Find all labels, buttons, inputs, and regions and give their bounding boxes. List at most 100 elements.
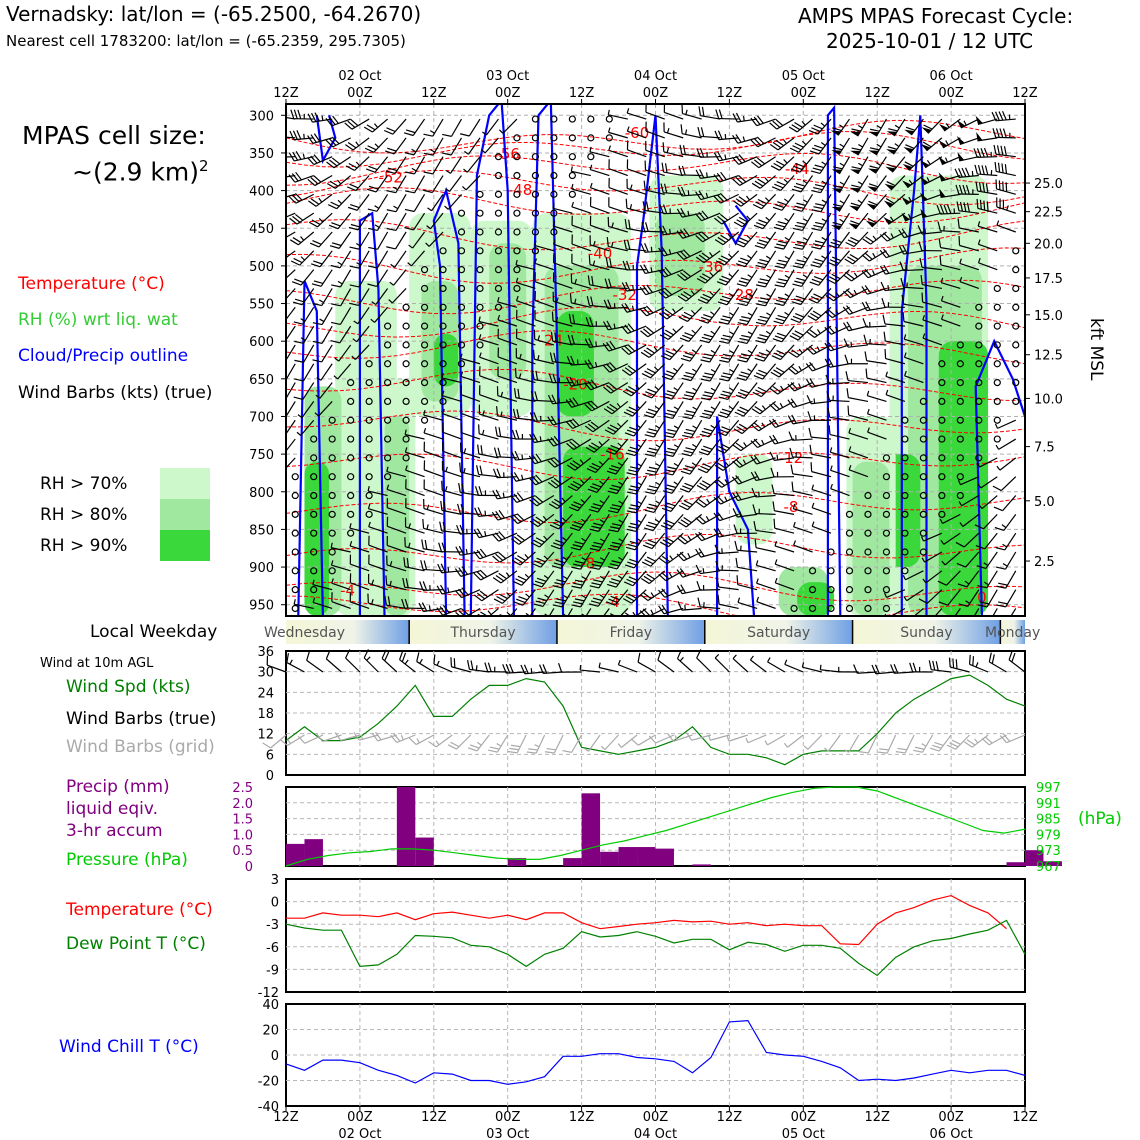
barb-flag <box>755 264 766 269</box>
barb-flag <box>371 732 379 742</box>
sfc-barb-grid <box>708 734 730 741</box>
calm-circle <box>291 473 299 481</box>
barb-pennant <box>884 183 895 190</box>
barb-flag <box>571 604 581 608</box>
barb-flag <box>772 418 780 427</box>
barb-flag <box>478 486 483 496</box>
barb-flag <box>679 568 687 577</box>
barb-flag <box>741 316 751 320</box>
barb-staff <box>963 532 980 548</box>
barb-half <box>835 326 839 332</box>
barb-flag <box>663 373 674 378</box>
wind-barb <box>531 134 540 142</box>
calm-circle <box>568 153 576 161</box>
temperature-tick-label: -6 <box>266 941 279 956</box>
barb-flag <box>608 598 618 603</box>
wind-barb <box>384 378 392 387</box>
barb-half <box>926 177 930 183</box>
wind-barb <box>695 210 721 222</box>
barb-flag <box>534 580 545 585</box>
barb-half <box>632 285 634 291</box>
barb-half <box>673 367 678 372</box>
barb-flag <box>789 447 794 458</box>
wind-barb <box>423 479 444 497</box>
barb-staff <box>792 473 813 478</box>
wind-barb <box>899 261 924 272</box>
barb-half <box>728 273 733 278</box>
barb-flag <box>665 350 675 356</box>
wind-barb <box>867 156 887 174</box>
barb-flag <box>532 518 542 525</box>
barb-flag <box>814 164 825 169</box>
wind-barb <box>811 231 832 250</box>
barb-flag <box>590 421 600 429</box>
sfc-barb-grid <box>929 734 952 752</box>
barb-flag <box>536 577 547 582</box>
wind-barb <box>589 570 610 589</box>
wind-barb <box>769 137 795 151</box>
barb-staff <box>350 582 370 591</box>
barb-half <box>669 228 671 234</box>
barb-flag <box>750 424 759 432</box>
barb-half <box>337 199 343 205</box>
barb-half <box>669 555 674 561</box>
barb-half <box>428 605 431 611</box>
barb-flag <box>664 308 674 316</box>
calm-circle <box>956 454 964 462</box>
barb-flag <box>644 559 654 565</box>
wind-barb <box>310 454 318 462</box>
barb-half <box>745 737 749 743</box>
wind-barb <box>810 462 832 478</box>
barb-flag <box>292 301 303 306</box>
barb-flag <box>334 732 342 741</box>
wind-barb <box>658 604 684 615</box>
bottom-date-label: 02 Oct <box>338 1127 381 1140</box>
temperature-label: -4 <box>340 582 355 600</box>
wind-barb <box>824 341 850 352</box>
wind-barb <box>441 480 462 497</box>
top-hour-label: 12Z <box>569 86 595 101</box>
calm-circle <box>439 266 447 274</box>
barb-half <box>755 560 759 566</box>
barb-flag <box>998 582 1008 586</box>
barb-half <box>995 444 1000 450</box>
wind-barb <box>864 567 872 575</box>
wind-barb <box>864 491 872 500</box>
wind-barb <box>880 281 905 292</box>
sfc-barb-grid <box>467 734 490 752</box>
wind-barb <box>457 209 466 217</box>
barb-flag <box>717 151 724 161</box>
wind-barb <box>919 473 927 481</box>
calm-circle <box>365 491 373 500</box>
barb-staff <box>286 288 296 300</box>
barb-flag <box>573 521 584 526</box>
wind-barb <box>365 473 373 481</box>
barb-half <box>885 371 888 377</box>
barb-half <box>476 741 482 746</box>
barb-staff <box>413 212 426 231</box>
barb-flag <box>458 482 461 493</box>
barb-flag <box>850 220 860 225</box>
calm-circle <box>402 360 410 368</box>
barb-flag <box>274 191 279 199</box>
barb-half <box>594 361 598 368</box>
barb-flag <box>1008 650 1013 661</box>
wind-barb <box>751 175 776 189</box>
barb-half <box>816 346 821 352</box>
wind-barb <box>662 476 684 494</box>
bottom-hour-label: 12Z <box>421 1110 447 1125</box>
wind-barb <box>481 137 499 154</box>
wind-barb <box>345 137 370 151</box>
barb-staff <box>1000 476 1017 491</box>
wind-barb <box>677 186 702 197</box>
wind-barb <box>992 608 998 616</box>
wind-barb <box>918 241 942 252</box>
barb-half <box>774 559 778 565</box>
barb-flag <box>735 263 746 268</box>
wind-barb <box>363 118 389 133</box>
wind-barb <box>405 479 425 497</box>
wind-barb <box>458 482 481 497</box>
wind-barb <box>848 212 869 230</box>
wind-barb <box>731 154 758 165</box>
wind-barb <box>423 427 444 440</box>
